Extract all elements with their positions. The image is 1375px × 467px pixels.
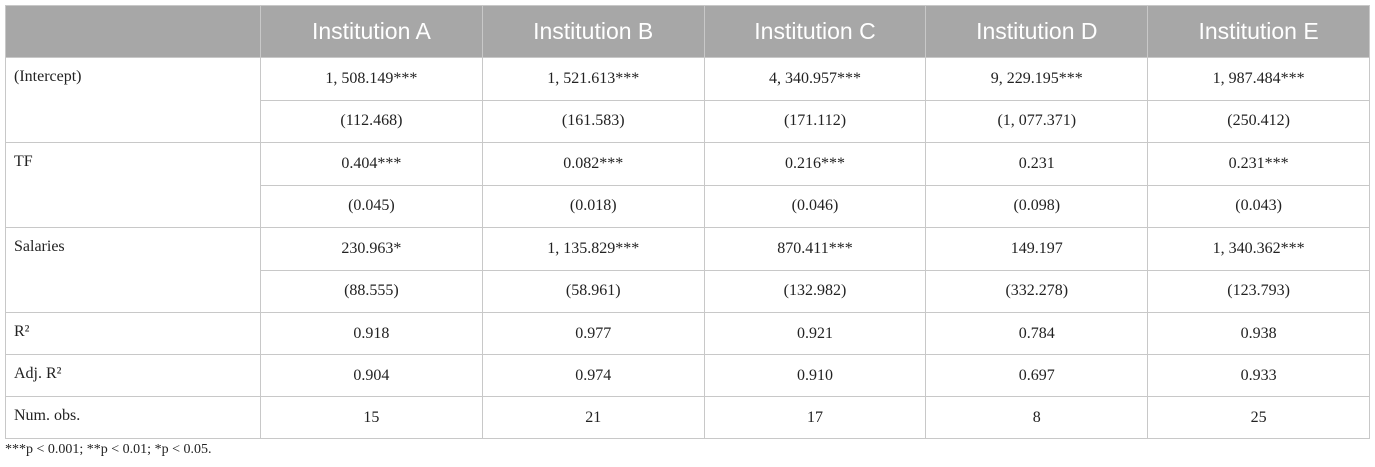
cell: (0.018) — [481, 184, 705, 228]
cell: (88.555) — [260, 269, 483, 313]
cell: 1, 521.613*** — [481, 57, 705, 101]
cell: (171.112) — [703, 99, 927, 143]
cell: 8 — [925, 396, 1149, 439]
cell: 21 — [481, 396, 705, 439]
cell: (123.793) — [1147, 269, 1370, 313]
cell: 15 — [260, 396, 483, 439]
column-header: Institution E — [1147, 5, 1370, 58]
row-label: Salaries — [5, 227, 261, 313]
cell: (0.046) — [703, 184, 927, 228]
cell: (161.583) — [481, 99, 705, 143]
row-label: Adj. R² — [5, 354, 261, 397]
table-row: Adj. R² 0.904 0.974 0.910 0.697 0.933 — [5, 354, 1370, 397]
column-header: Institution D — [925, 5, 1149, 58]
cell: 0.910 — [703, 354, 927, 397]
cell: (0.045) — [260, 184, 483, 228]
cell: 0.231*** — [1147, 142, 1370, 186]
row-label: R² — [5, 312, 261, 355]
cell: 0.904 — [260, 354, 483, 397]
cell: 1, 508.149*** — [260, 57, 483, 101]
cell: 0.921 — [703, 312, 927, 355]
cell: 25 — [1147, 396, 1370, 439]
table-row: (112.468) (161.583) (171.112) (1, 077.371)(… — [6, 99, 1370, 143]
footnote: ***p < 0.001; **p < 0.01; *p < 0.05. — [5, 442, 212, 457]
cell: (250.412) — [1147, 99, 1370, 143]
row-label: (Intercept) — [5, 57, 261, 143]
cell: (132.982) — [703, 269, 927, 313]
cell: 0.977 — [481, 312, 705, 355]
row-label: Num. obs. — [5, 396, 261, 439]
table-row: (88.555) (58.961) (132.982) (332.278) (123.7… — [6, 269, 1370, 313]
table-row: R² 0.918 0.977 0.921 0.784 0.938 — [5, 312, 1370, 355]
cell: 0.231 — [925, 142, 1149, 186]
cell: (58.961) — [481, 269, 705, 313]
table-row: Num. obs. 15 21 17 8 25 — [5, 396, 1370, 439]
cell: 4, 340.957*** — [703, 57, 927, 101]
cell: 870.411*** — [703, 227, 927, 271]
cell: 0.974 — [481, 354, 705, 397]
cell: (112.468) — [260, 99, 483, 143]
cell: 0.404*** — [260, 142, 483, 186]
cell: 0.784 — [925, 312, 1149, 355]
corner — [5, 5, 261, 58]
column-header: Institution A — [260, 5, 483, 58]
cell: 1, 987.484*** — [1147, 57, 1370, 101]
cell: 0.216*** — [703, 142, 927, 186]
cell: 149.197 — [925, 227, 1149, 271]
cell: (0.043) — [1147, 184, 1370, 228]
column-header: Institution B — [481, 5, 705, 58]
cell: 9, 229.195*** — [925, 57, 1149, 101]
cell: 0.697 — [925, 354, 1149, 397]
cell: 1, 340.362*** — [1147, 227, 1370, 271]
row-label: TF — [5, 142, 261, 228]
cell: 17 — [703, 396, 927, 439]
table-row: (Intercept) 1, 508.149*** 1, 521.613*** 4, … — [5, 57, 1370, 143]
table-row: TF 0.404*** 0.082*** 0.216*** 0.231 0.231*** — [5, 142, 1370, 228]
cell: 0.918 — [260, 312, 483, 355]
cell: 0.082*** — [481, 142, 705, 186]
cell: (0.098) — [925, 184, 1149, 228]
cell: 230.963* — [260, 227, 483, 271]
cell: (332.278) — [925, 269, 1149, 313]
table-body: (Intercept) 1, 508.149*** 1, 521.613*** 4, … — [5, 57, 1370, 439]
cell: 0.933 — [1147, 354, 1370, 397]
column-header: Institution C — [703, 5, 927, 58]
cell: 1, 135.829*** — [481, 227, 705, 271]
table-row: Salaries 230.963* 1, 135.829*** 870.411*** 1… — [5, 227, 1370, 313]
table-row: (0.045) (0.018) (0.046) (0.098) (0.043) — [6, 184, 1370, 228]
cell: 0.938 — [1147, 312, 1370, 355]
cell: (1, 077.371) — [925, 99, 1149, 143]
